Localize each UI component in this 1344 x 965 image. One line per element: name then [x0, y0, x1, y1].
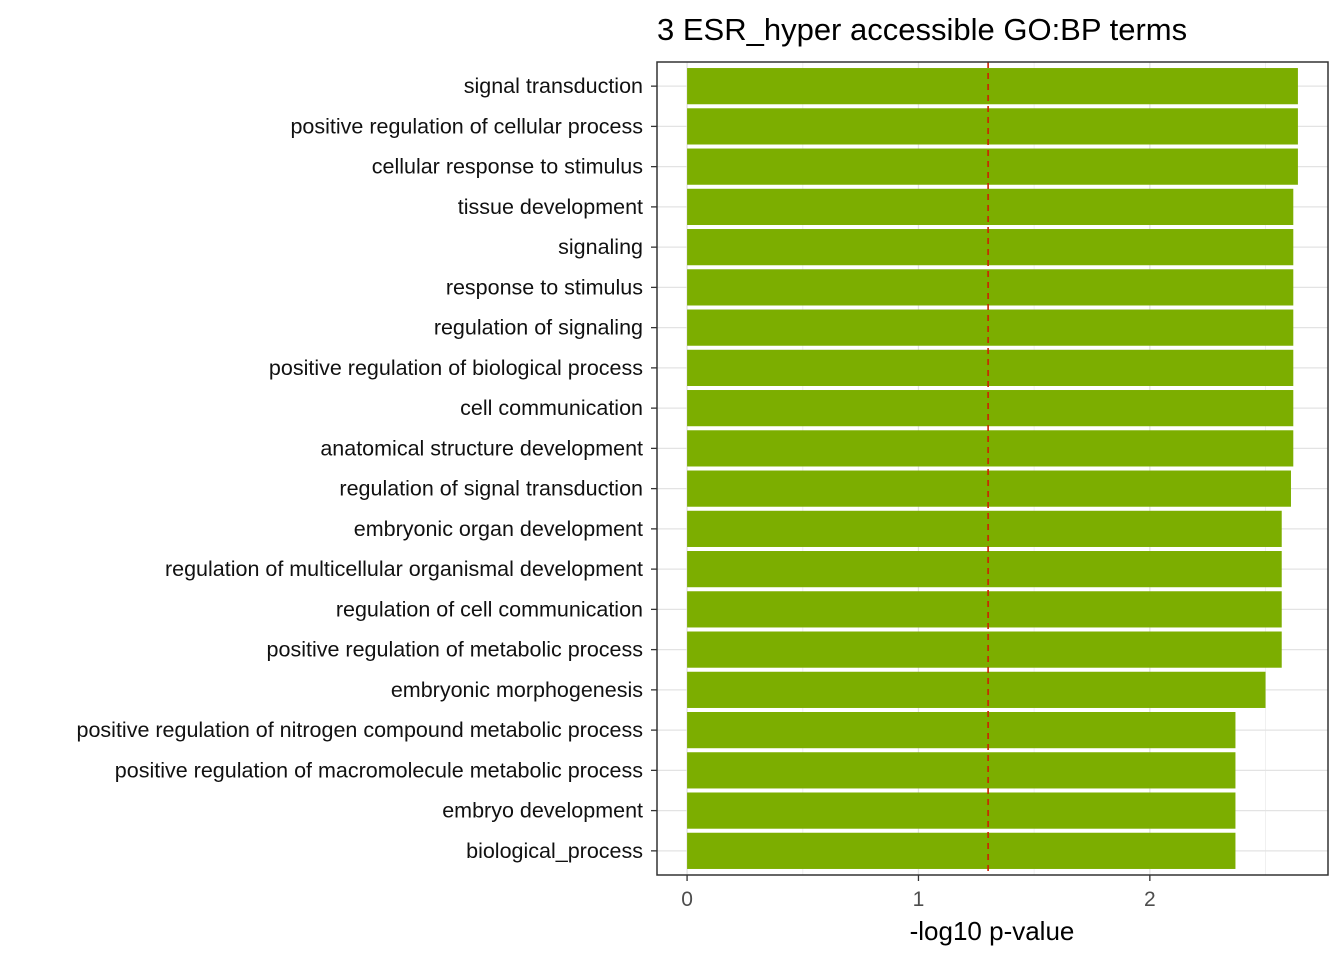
x-axis-title: -log10 p-value [910, 916, 1075, 946]
bar [687, 229, 1294, 266]
bar [687, 108, 1298, 145]
bar [687, 832, 1236, 869]
y-tick-label: embryo development [442, 799, 643, 823]
y-tick-label: regulation of signaling [434, 316, 643, 340]
y-tick-label: positive regulation of nitrogen compound… [77, 718, 644, 742]
y-tick-label: cell communication [460, 396, 643, 420]
chart-title: 3 ESR_hyper accessible GO:BP terms [657, 12, 1187, 47]
y-tick-label: tissue development [458, 195, 643, 219]
y-axis: signal transduction positive regulation o… [77, 74, 657, 863]
bar [687, 551, 1282, 588]
bar [687, 349, 1294, 386]
bar [687, 148, 1298, 185]
y-tick-label: positive regulation of metabolic process [267, 638, 643, 662]
y-tick-label: cellular response to stimulus [372, 155, 643, 179]
bar [687, 188, 1294, 226]
y-tick-label: embryonic organ development [354, 517, 643, 541]
y-tick-label: biological_process [466, 839, 643, 863]
bar [687, 430, 1294, 467]
bar [687, 711, 1236, 749]
y-tick-label: positive regulation of macromolecule met… [115, 758, 643, 782]
bar [687, 309, 1294, 346]
bar [687, 792, 1236, 829]
bar [687, 390, 1294, 427]
y-tick-label: signal transduction [464, 74, 643, 98]
y-tick-label: embryonic morphogenesis [391, 678, 643, 702]
y-tick-label: signaling [558, 235, 643, 259]
x-tick-label: 1 [913, 888, 925, 911]
bars [687, 68, 1298, 869]
y-tick-label: regulation of signal transduction [339, 477, 643, 501]
bar [687, 68, 1298, 105]
y-tick-label: positive regulation of cellular process [290, 114, 643, 138]
bar [687, 591, 1282, 628]
y-tick-label: regulation of multicellular organismal d… [165, 557, 643, 581]
x-tick-label: 2 [1144, 888, 1156, 911]
bar [687, 269, 1294, 306]
bar [687, 510, 1282, 547]
bar [687, 470, 1291, 507]
y-tick-label: anatomical structure development [320, 436, 643, 460]
y-tick-label: regulation of cell communication [336, 597, 643, 621]
bar [687, 631, 1282, 668]
x-tick-label: 0 [681, 888, 693, 911]
plot-panel-border [656, 61, 1329, 876]
x-axis: 0 1 2 [681, 875, 1156, 911]
bar [687, 752, 1236, 789]
y-tick-label: response to stimulus [446, 275, 643, 299]
bar [687, 671, 1266, 708]
y-tick-label: positive regulation of biological proces… [269, 356, 643, 380]
